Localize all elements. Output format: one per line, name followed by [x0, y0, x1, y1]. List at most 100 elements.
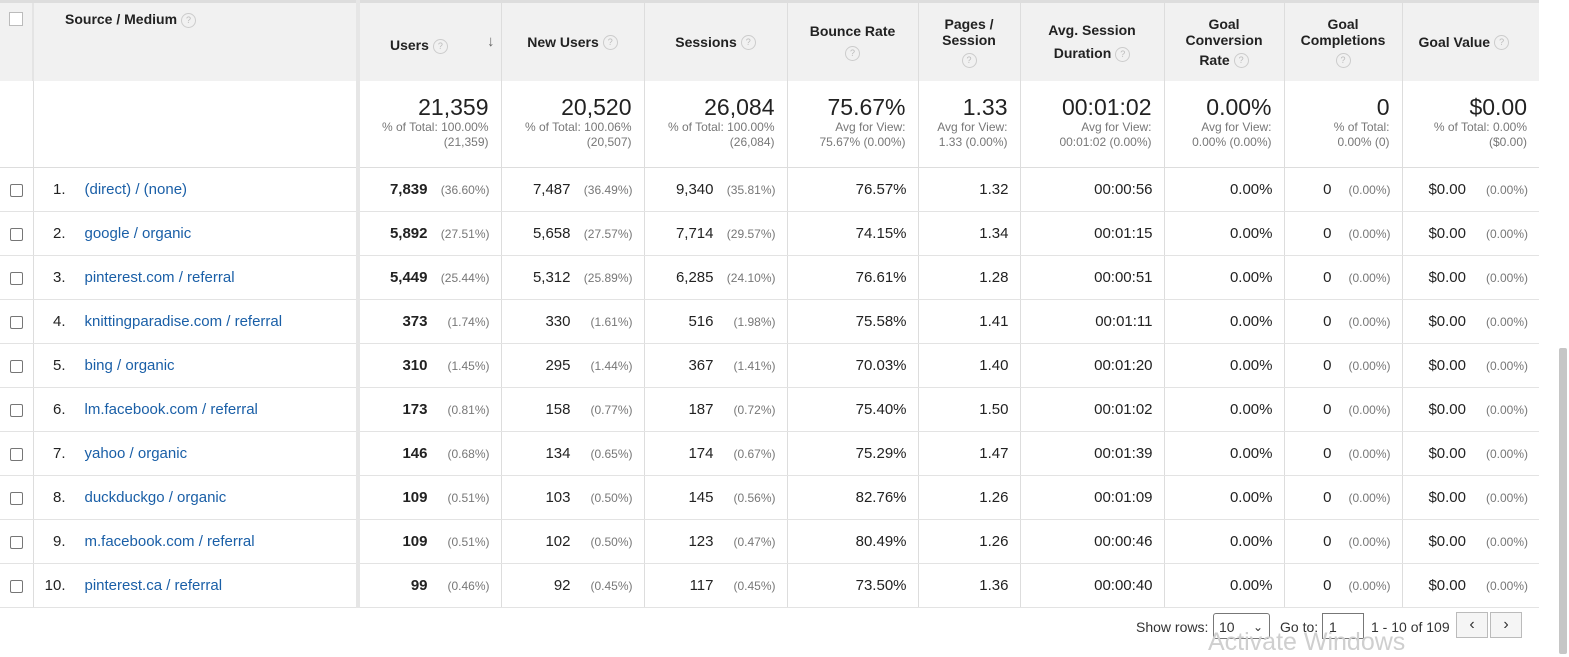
help-icon[interactable]: ? — [740, 35, 756, 51]
new-users-percent: (25.89%) — [583, 271, 633, 285]
row-checkbox[interactable] — [9, 579, 23, 593]
source-medium-link[interactable]: pinterest.ca / referral — [84, 577, 223, 594]
header-goal-conv-label-3: Rate — [1199, 51, 1230, 68]
source-medium-link[interactable]: m.facebook.com / referral — [84, 533, 255, 550]
help-icon[interactable]: ? — [602, 35, 618, 51]
header-avg-session-duration[interactable]: Avg. Session Duration? — [1019, 0, 1164, 81]
users-value: 5,892 — [389, 225, 428, 242]
row-checkbox[interactable] — [9, 315, 23, 329]
goal-value-value: $0.00 — [1428, 181, 1466, 198]
sessions-percent: (0.56%) — [733, 491, 776, 505]
row-checkbox[interactable] — [9, 271, 23, 285]
new-users-value: 295 — [545, 357, 571, 374]
header-goal-completions[interactable]: Goal Completions? — [1283, 0, 1402, 81]
new-users-cell: 5,658 (27.57%) — [500, 211, 644, 256]
bounce-rate-value: 75.29% — [855, 445, 907, 462]
source-medium-link[interactable]: lm.facebook.com / referral — [84, 401, 258, 418]
header-sessions[interactable]: Sessions? — [643, 0, 787, 81]
row-number: 10. — [44, 577, 66, 594]
header-bounce-rate[interactable]: Bounce Rate? — [786, 0, 918, 81]
goal-value-value: $0.00 — [1428, 533, 1466, 550]
total-users-value: 21,359 — [418, 94, 489, 120]
users-percent: (0.81%) — [447, 403, 490, 417]
next-page-button[interactable]: › — [1490, 612, 1522, 638]
row-checkbox-cell — [0, 519, 33, 564]
row-checkbox[interactable] — [9, 359, 23, 373]
bounce-rate-value: 80.49% — [855, 533, 907, 550]
scrollbar-thumb[interactable] — [1559, 348, 1567, 654]
pages-session-cell: 1.47 — [917, 431, 1020, 476]
avg-duration-cell: 00:01:15 — [1019, 211, 1164, 256]
source-medium-link[interactable]: duckduckgo / organic — [84, 489, 227, 506]
row-checkbox[interactable] — [9, 491, 23, 505]
source-medium-link[interactable]: pinterest.com / referral — [84, 269, 235, 286]
users-value: 173 — [402, 401, 428, 418]
table-row: 10. pinterest.ca / referral 99 (0.46%) 92 (… — [0, 563, 1539, 608]
activate-windows-watermark: Activate Windows — [1208, 628, 1406, 656]
table-row: 2. google / organic 5,892 (27.51%) 5,658 (2… — [0, 211, 1539, 256]
goto-input[interactable]: 1 — [1322, 613, 1364, 639]
header-sessions-label: Sessions — [675, 33, 737, 50]
source-medium-link[interactable]: bing / organic — [84, 357, 175, 374]
sort-descending-icon[interactable]: ↓ — [487, 33, 495, 50]
show-rows-select[interactable]: 10 ⌄ — [1213, 613, 1270, 639]
header-goal-conversion-rate[interactable]: Goal Conversion Rate? — [1163, 0, 1284, 81]
vertical-scrollbar[interactable] — [1556, 0, 1569, 654]
table-row: 4. knittingparadise.com / referral 373 (1.… — [0, 299, 1539, 344]
total-value-sub1: % of Total: 0.00% — [1433, 120, 1527, 134]
row-checkbox-cell — [0, 211, 33, 256]
goal-conv-value: 0.00% — [1229, 445, 1273, 462]
goal-comp-value: 0 — [1323, 401, 1332, 418]
bounce-rate-value: 73.50% — [855, 577, 907, 594]
row-checkbox[interactable] — [9, 447, 23, 461]
goal-conv-cell: 0.00% — [1163, 343, 1284, 388]
users-percent: (36.60%) — [440, 183, 490, 197]
total-goal-conv: 0.00% Avg for View: 0.00% (0.00%) — [1163, 81, 1284, 168]
header-pages-session[interactable]: Pages / Session? — [917, 0, 1020, 81]
new-users-value: 7,487 — [532, 181, 571, 198]
prev-page-button[interactable]: ‹ — [1456, 612, 1488, 638]
pages-session-value: 1.34 — [979, 225, 1009, 242]
source-medium-link[interactable]: (direct) / (none) — [84, 181, 188, 198]
header-source-medium[interactable]: Source / Medium? — [32, 0, 360, 81]
goal-comp-percent: (0.00%) — [1348, 359, 1391, 373]
help-icon[interactable]: ? — [961, 53, 977, 69]
users-value: 146 — [402, 445, 428, 462]
source-medium-link[interactable]: knittingparadise.com / referral — [84, 313, 283, 330]
goal-conv-cell: 0.00% — [1163, 475, 1284, 520]
help-icon[interactable]: ? — [1494, 35, 1510, 51]
sessions-percent: (35.81%) — [726, 183, 776, 197]
select-all-checkbox[interactable] — [9, 12, 23, 26]
source-medium-cell: 5. bing / organic — [32, 343, 360, 388]
table-row: 3. pinterest.com / referral 5,449 (25.44%)… — [0, 255, 1539, 300]
header-goal-value[interactable]: Goal Value? — [1401, 0, 1539, 81]
sessions-value: 145 — [688, 489, 714, 506]
source-medium-link[interactable]: yahoo / organic — [84, 445, 188, 462]
header-new-users[interactable]: New Users? — [500, 0, 644, 81]
source-medium-link[interactable]: google / organic — [84, 225, 192, 242]
total-users: 21,359% of Total: 100.00% (21,359) — [357, 81, 501, 168]
total-bounce-sub1: Avg for View: — [835, 120, 906, 134]
row-checkbox[interactable] — [9, 227, 23, 241]
help-icon[interactable]: ? — [1233, 53, 1249, 69]
help-icon[interactable]: ? — [845, 46, 860, 62]
total-pages-sub1: Avg for View: — [937, 120, 1008, 134]
pages-session-value: 1.41 — [979, 313, 1009, 330]
help-icon[interactable]: ? — [1335, 53, 1351, 69]
row-checkbox[interactable] — [9, 183, 23, 197]
help-icon[interactable]: ? — [181, 12, 197, 28]
goal-value-cell: $0.00 (0.00%) — [1401, 431, 1539, 476]
help-icon[interactable]: ? — [432, 38, 448, 54]
sessions-cell: 9,340 (35.81%) — [643, 167, 787, 212]
header-users[interactable]: Users? ↓ — [357, 0, 501, 81]
goal-value-cell: $0.00 (0.00%) — [1401, 167, 1539, 212]
bounce-rate-value: 75.40% — [855, 401, 907, 418]
total-new-users: 20,520% of Total: 100.06% (20,507) — [500, 81, 644, 168]
bounce-rate-value: 75.58% — [855, 313, 907, 330]
new-users-value: 103 — [545, 489, 571, 506]
pages-session-cell: 1.32 — [917, 167, 1020, 212]
row-checkbox[interactable] — [9, 403, 23, 417]
help-icon[interactable]: ? — [1115, 46, 1131, 62]
new-users-cell: 102 (0.50%) — [500, 519, 644, 564]
row-checkbox[interactable] — [9, 535, 23, 549]
